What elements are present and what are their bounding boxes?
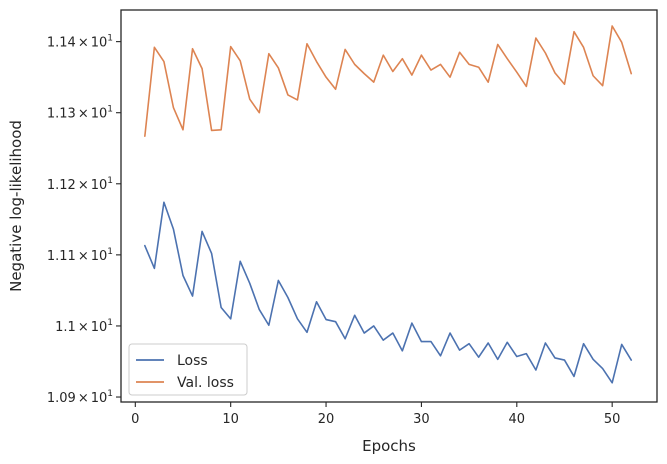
y-tick-label: 1.1 × 101: [55, 318, 113, 335]
y-tick-label: 1.12 × 101: [47, 176, 113, 193]
y-tick-label: 1.13 × 101: [47, 105, 113, 122]
x-tick-label: 20: [318, 412, 335, 427]
x-tick-label: 50: [604, 412, 621, 427]
y-tick-label: 1.14 × 101: [47, 34, 113, 51]
x-axis-ticks: 0 10 20 30 40 50: [131, 402, 620, 427]
y-tick-label: 1.09 × 101: [47, 389, 113, 406]
legend-entry: Val. loss: [177, 375, 234, 391]
series-layer: [144, 25, 633, 384]
legend-entry: Loss: [177, 353, 208, 369]
series-line-loss: [144, 201, 633, 384]
x-tick-label: 0: [131, 412, 139, 427]
y-axis-ticks: 1.09 × 101 1.1 × 101 1.11 × 101 1.12 × 101 1.13 × 101 1…: [47, 34, 121, 406]
x-tick-label: 10: [222, 412, 239, 427]
y-tick-label: 1.11 × 101: [47, 247, 113, 264]
y-axis-label: Negative log-likelihood: [7, 120, 25, 292]
x-axis-label: Epochs: [362, 437, 416, 455]
legend: Loss Val. loss: [128, 343, 248, 396]
x-tick-label: 30: [413, 412, 430, 427]
plot-frame: [120, 9, 658, 403]
series-line-val-loss: [144, 25, 633, 137]
x-tick-label: 40: [509, 412, 526, 427]
